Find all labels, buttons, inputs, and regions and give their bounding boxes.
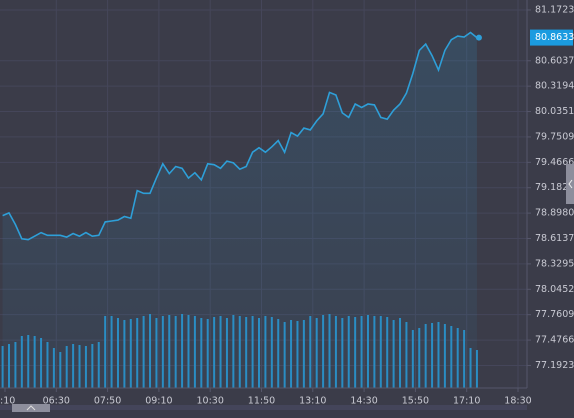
y-tick-label: 79.7509 bbox=[535, 131, 574, 142]
last-price-label: 80.8633 bbox=[535, 32, 574, 43]
y-tick-label: 77.4766 bbox=[535, 335, 574, 346]
y-tick-label: 77.7609 bbox=[535, 309, 574, 320]
y-tick-label: 80.3194 bbox=[535, 81, 574, 92]
y-tick-label: 81.1723 bbox=[535, 4, 574, 15]
axes: 81.1723 80.6037 80.3194 80.0351 79.7509 79.46… bbox=[0, 4, 574, 406]
scrollbar-track[interactable] bbox=[0, 405, 527, 410]
x-tick-label: 17:10 bbox=[453, 396, 480, 407]
x-tick-label: 09:10 bbox=[145, 396, 172, 407]
y-tick-label: 78.8980 bbox=[535, 208, 574, 219]
y-tick-label: 80.6037 bbox=[535, 55, 574, 66]
y-tick-label: 79.1823 bbox=[535, 182, 574, 193]
last-price-badge bbox=[530, 29, 573, 46]
x-tick-label: 13:10 bbox=[299, 396, 326, 407]
x-tick-label: 07:50 bbox=[94, 396, 121, 407]
x-tick-label: 11:50 bbox=[248, 396, 275, 407]
x-tick-label: 18:30 bbox=[504, 396, 531, 407]
x-tick-label: 14:30 bbox=[350, 396, 377, 407]
last-point bbox=[475, 34, 482, 41]
y-tick-label: 79.4666 bbox=[535, 157, 574, 168]
y-tick-label: 78.0452 bbox=[535, 284, 574, 295]
x-tick-label: 15:50 bbox=[402, 396, 429, 407]
x-tick-label: :10 bbox=[0, 396, 15, 407]
y-tick-label: 78.6137 bbox=[535, 233, 574, 244]
side-handle-arrow bbox=[568, 179, 573, 189]
x-tick-label: 10:30 bbox=[197, 396, 224, 407]
scroll-arrow bbox=[26, 405, 36, 411]
x-tick-label: 06:30 bbox=[43, 396, 70, 407]
y-tick-label: 80.0351 bbox=[535, 106, 574, 117]
plot-area bbox=[1, 31, 482, 388]
y-tick-label: 77.1923 bbox=[535, 360, 574, 371]
price-line bbox=[2, 31, 478, 241]
volume-bar bbox=[475, 350, 478, 388]
y-tick-label: 78.3295 bbox=[535, 258, 574, 269]
scrollbar-thumb[interactable] bbox=[12, 404, 50, 412]
price-area bbox=[2, 32, 477, 388]
side-handle[interactable] bbox=[566, 164, 574, 204]
